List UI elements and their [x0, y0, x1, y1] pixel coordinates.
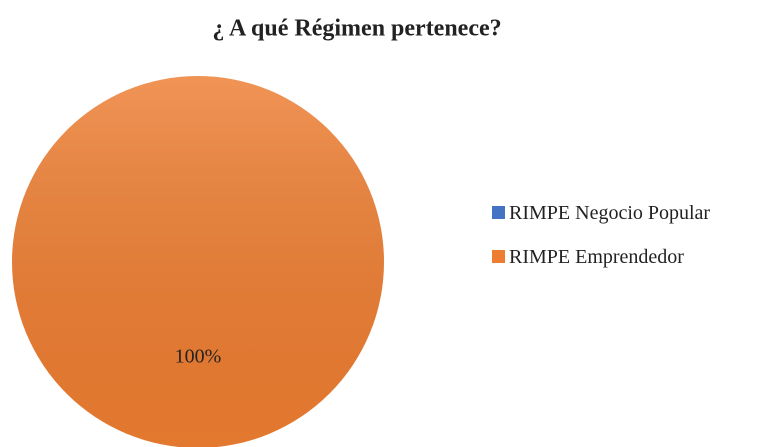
legend-label: RIMPE Negocio Popular: [509, 202, 711, 224]
legend-swatch: [492, 206, 505, 219]
legend-label: RIMPE Emprendedor: [509, 246, 684, 268]
chart-title: ¿ A qué Régimen pertenece?: [212, 16, 501, 42]
legend: RIMPE Negocio Popular RIMPE Emprendedor: [492, 200, 778, 288]
data-label: 100%: [175, 345, 222, 367]
legend-item: RIMPE Negocio Popular: [492, 200, 778, 226]
pie: 0%100%: [12, 76, 384, 447]
legend-item: RIMPE Emprendedor: [492, 244, 778, 270]
legend-swatch: [492, 250, 505, 263]
pie-slice: [12, 76, 384, 447]
